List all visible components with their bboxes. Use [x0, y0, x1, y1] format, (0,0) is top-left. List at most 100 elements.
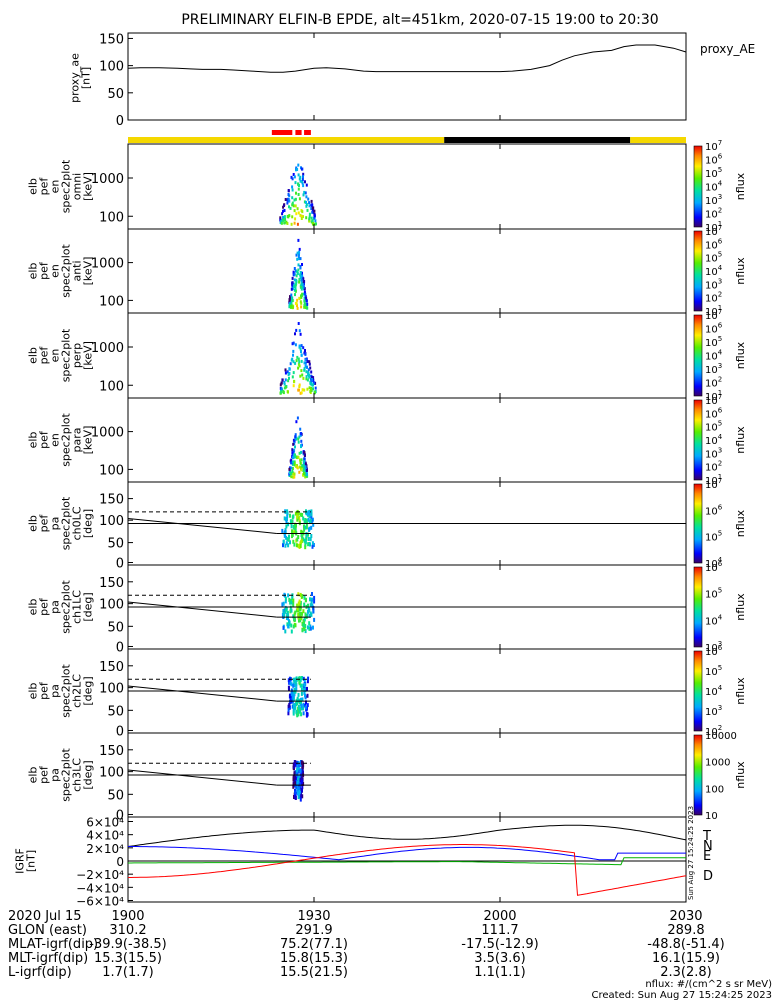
spectrogram-pixel — [293, 448, 296, 452]
colorbar-unit: nflux — [734, 677, 747, 705]
spectrogram-pixel — [304, 364, 307, 368]
spectrogram-pixel — [307, 606, 310, 611]
science-zone-mark — [271, 130, 293, 135]
colorbar-tick-label: 104 — [705, 264, 723, 278]
ephemeris-value: 2.3(2.8) — [660, 965, 712, 980]
spectrogram-pixel — [282, 391, 285, 395]
spectrogram-pixel — [292, 270, 295, 274]
spectrogram-pixel — [298, 769, 301, 774]
spectrogram-pixel — [302, 609, 305, 614]
colorbar-tick-label: 105 — [705, 530, 722, 544]
y-axis-label-line: en — [49, 433, 62, 447]
spectrogram-pixel — [308, 374, 310, 377]
ephemeris-label: MLAT-igrf(dip) — [8, 937, 98, 952]
proxy-ae-line — [127, 44, 687, 73]
status-bar — [128, 130, 686, 143]
igrf-t-line — [127, 824, 687, 847]
spectrogram-pixel — [302, 702, 305, 707]
y-tick-label: 1000 — [91, 172, 124, 187]
spectrogram-pixel — [301, 271, 303, 275]
spectrogram-pixel — [292, 711, 295, 716]
spectrogram-pixel — [302, 516, 305, 521]
spectrogram-pixel — [291, 704, 294, 709]
spectrogram-pixel — [298, 786, 301, 791]
spectrogram-pixel — [280, 221, 283, 225]
spectrogram-pixel — [287, 704, 290, 709]
spectrogram-pixel — [295, 682, 298, 687]
spectrogram-pixel — [308, 201, 311, 205]
spectrogram-pixel — [303, 690, 306, 695]
spectrogram-pixel — [310, 370, 313, 374]
colorbar-tick-label: 105 — [705, 420, 722, 434]
igrf-n-line — [128, 846, 686, 861]
spectrogram-pixels — [288, 416, 309, 479]
spectrogram-pixel — [286, 222, 289, 225]
spectrogram-pixel — [303, 464, 305, 468]
spectrogram-pixel — [288, 367, 291, 371]
spectrogram-pixel — [304, 525, 307, 530]
colorbar-unit-text: nflux — [734, 257, 747, 285]
spectrogram-pixel — [286, 390, 289, 394]
colorbar-unit-text: nflux — [734, 509, 747, 537]
spectrogram-pixel — [301, 760, 303, 765]
spectrogram-pixel — [306, 387, 309, 391]
y-axis-label-line: ch2LC — [71, 674, 84, 708]
spectrogram-pixel — [299, 257, 302, 261]
spectrogram-pixel — [297, 255, 300, 258]
spectrogram-pixel — [300, 699, 302, 704]
spectrogram-pixel — [305, 474, 308, 478]
spectrogram-pixels — [287, 676, 310, 718]
spectrogram-pixel — [289, 303, 292, 307]
spectrogram-pixel — [297, 608, 300, 613]
spectrogram-pixel — [298, 364, 301, 368]
spectrogram-pixel — [286, 613, 289, 618]
spectrogram-pixel — [287, 708, 290, 713]
spectrogram-pixel — [300, 180, 303, 184]
spectrogram-pixel — [297, 211, 300, 215]
colorbar-tick-label: 101 — [705, 389, 722, 403]
spectrogram-pixel — [296, 355, 299, 359]
spectrogram-pixel — [289, 362, 292, 366]
spectrogram-pixel — [312, 387, 314, 391]
y-axis-label-line: para — [71, 428, 84, 453]
status-segment — [128, 137, 445, 143]
spectrogram-pixel — [283, 218, 286, 222]
spectrogram-pixel — [301, 628, 304, 633]
y-tick-label: 150 — [99, 32, 124, 47]
spectrogram-pixel — [296, 257, 299, 261]
spectrogram-pixel — [284, 509, 287, 514]
spectrogram-pixel — [299, 461, 302, 465]
spectrogram-pixel — [294, 361, 297, 365]
y-axis-label-line: [keV] — [82, 426, 95, 455]
spectrogram-pixel — [304, 361, 307, 365]
spectrogram-pixel — [299, 271, 302, 274]
spectrogram-pixel — [286, 514, 289, 519]
spectrogram-pixel — [295, 274, 298, 278]
status-segment — [444, 137, 631, 143]
spectrogram-pixel — [298, 385, 301, 389]
colorbar-tick-label: 105 — [705, 587, 722, 601]
spectrogram-pixel — [297, 544, 300, 548]
spectrogram-pixel — [300, 712, 303, 717]
panel-en_anti: 1001000elbpefenspec2plotanti[keV]1011021… — [27, 224, 748, 318]
y-tick-label: 0 — [116, 640, 124, 655]
spectrogram-pixel — [300, 444, 302, 448]
spectrogram-pixel — [280, 387, 283, 391]
spectrogram-pixel — [283, 209, 286, 212]
spectrogram-pixel — [292, 677, 295, 682]
spectrogram-pixel — [298, 277, 301, 281]
spectrogram-pixel — [293, 475, 296, 479]
spectrogram-pixel — [300, 450, 303, 454]
spectrogram-pixel — [298, 296, 301, 300]
spectrogram-pixel — [300, 294, 303, 298]
spectrogram-pixel — [302, 292, 305, 296]
colorbar-tick-label: 102 — [705, 376, 722, 390]
spectrogram-pixel — [299, 458, 301, 462]
legend-d: D — [703, 869, 713, 884]
spectrogram-pixel — [283, 204, 285, 207]
colorbar-tick-label: 106 — [705, 560, 723, 574]
spectrogram-pixel — [290, 689, 293, 694]
spectrogram-pixel — [313, 214, 316, 218]
spectrogram-pixel — [289, 700, 291, 704]
spectrogram-pixel — [279, 390, 282, 394]
